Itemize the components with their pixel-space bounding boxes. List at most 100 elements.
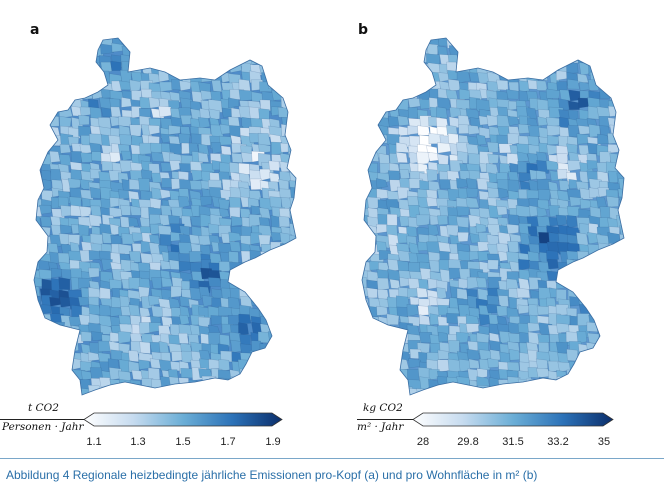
map-region: [517, 61, 531, 73]
map-region: [291, 124, 296, 138]
map-region: [111, 42, 124, 53]
map-region: [366, 151, 380, 162]
map-region: [516, 287, 531, 299]
map-region: [362, 187, 370, 198]
map-region: [260, 38, 271, 47]
map-region: [497, 62, 511, 76]
map-region: [34, 63, 44, 78]
map-region: [209, 377, 224, 390]
map-region: [449, 396, 462, 406]
map-region: [34, 126, 45, 137]
map-region: [58, 89, 71, 100]
map-region: [599, 151, 612, 164]
map-region: [131, 384, 144, 395]
map-region: [240, 377, 253, 389]
map-region: [69, 61, 82, 72]
map-region: [121, 394, 135, 395]
map-region: [362, 46, 371, 57]
map-region: [605, 79, 618, 90]
map-region: [208, 108, 221, 121]
map-region: [456, 206, 470, 217]
map-region: [407, 71, 419, 84]
map-region: [378, 46, 393, 60]
map-region: [218, 388, 233, 395]
map-region: [291, 341, 296, 353]
map-region: [109, 151, 121, 164]
map-region: [509, 394, 524, 395]
map-region: [362, 80, 368, 94]
map-region: [199, 38, 214, 47]
map-region: [506, 89, 520, 100]
map-region: [218, 38, 232, 49]
map-region: [169, 398, 182, 412]
map-region: [290, 136, 296, 150]
map-region: [409, 64, 423, 74]
map-region: [239, 269, 254, 282]
map-region: [596, 44, 610, 56]
map-region: [385, 368, 399, 380]
map-region: [518, 277, 531, 290]
map-region: [138, 322, 153, 335]
map-region: [228, 60, 242, 73]
map-region: [517, 304, 530, 315]
map-region: [269, 172, 281, 183]
map-region: [376, 223, 388, 234]
map-region: [248, 45, 261, 59]
map-region: [386, 45, 402, 57]
map-region: [290, 358, 296, 371]
map-region: [268, 376, 283, 387]
map-region: [465, 323, 480, 334]
map-region: [568, 396, 579, 408]
map-region: [250, 287, 265, 298]
map-region: [271, 304, 285, 315]
map-region: [81, 79, 96, 93]
map-region: [397, 38, 412, 46]
map-region: [40, 99, 55, 110]
map-region: [128, 217, 139, 227]
map-region: [258, 378, 273, 391]
map-region: [34, 242, 42, 254]
map-region: [536, 368, 551, 378]
map-region: [577, 73, 589, 84]
map-region: [457, 150, 469, 164]
map-region: [577, 378, 591, 390]
map-region: [397, 378, 408, 392]
map-region: [289, 223, 296, 237]
map-region: [547, 135, 560, 146]
map-region: [362, 38, 370, 50]
map-region: [362, 61, 374, 72]
map-region: [60, 45, 76, 59]
map-region: [119, 204, 131, 216]
map-region: [230, 53, 245, 65]
map-region: [210, 38, 224, 50]
map-region: [38, 54, 54, 66]
map-region: [556, 46, 568, 58]
map-region: [362, 225, 369, 239]
map-region: [567, 388, 581, 395]
map-region: [457, 46, 472, 57]
map-region: [258, 108, 270, 121]
map-region: [619, 79, 624, 90]
map-region: [267, 61, 281, 72]
map-region: [376, 64, 389, 76]
map-region: [535, 38, 548, 49]
map-region: [88, 267, 100, 278]
map-region: [367, 377, 381, 389]
map-region: [456, 385, 470, 395]
map-region: [218, 208, 230, 219]
map-region: [369, 38, 384, 47]
map-region: [279, 38, 292, 49]
map-region: [50, 268, 63, 279]
map-region: [366, 99, 382, 110]
map-region: [41, 80, 55, 93]
map-region: [169, 160, 181, 172]
map-region: [599, 333, 611, 346]
map-region: [477, 384, 490, 395]
map-region: [619, 251, 624, 264]
map-region: [281, 44, 295, 55]
map-region: [290, 116, 296, 128]
map-region: [566, 369, 579, 382]
map-region: [270, 38, 282, 48]
map-region: [219, 334, 231, 348]
